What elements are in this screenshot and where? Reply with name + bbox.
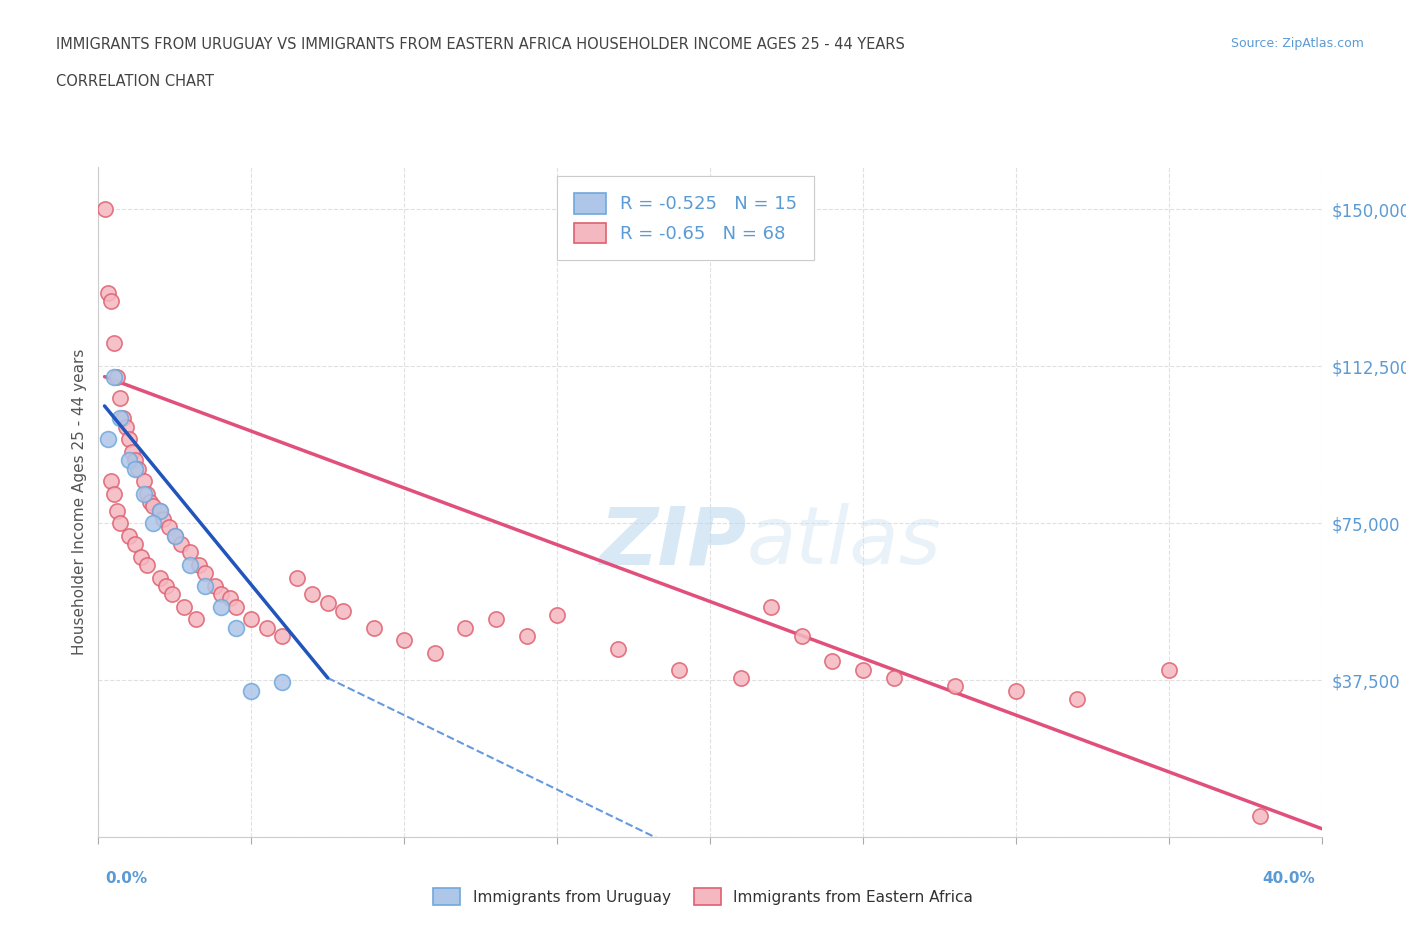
Point bbox=[790, 629, 813, 644]
Point bbox=[546, 608, 568, 623]
Point bbox=[423, 645, 446, 660]
Text: 0.0%: 0.0% bbox=[105, 871, 148, 886]
Point bbox=[136, 486, 159, 501]
Point bbox=[108, 391, 131, 405]
Point bbox=[332, 604, 354, 618]
Point bbox=[188, 558, 211, 573]
Point bbox=[149, 503, 172, 518]
Point bbox=[943, 679, 966, 694]
Point bbox=[256, 620, 278, 635]
Point bbox=[1250, 809, 1272, 824]
Point bbox=[209, 587, 232, 602]
Y-axis label: Householder Income Ages 25 - 44 years: Householder Income Ages 25 - 44 years bbox=[72, 349, 87, 656]
Point bbox=[821, 654, 844, 669]
Point bbox=[155, 578, 177, 593]
Point bbox=[270, 675, 294, 690]
Point bbox=[152, 512, 174, 526]
Point bbox=[883, 671, 905, 685]
Point bbox=[118, 453, 141, 468]
Point bbox=[108, 411, 131, 426]
Point bbox=[160, 587, 183, 602]
Point bbox=[363, 620, 385, 635]
Point bbox=[142, 499, 165, 514]
Point bbox=[1066, 692, 1088, 707]
Point bbox=[392, 632, 416, 647]
Point bbox=[100, 474, 122, 489]
Point bbox=[129, 549, 152, 564]
Point bbox=[115, 419, 138, 434]
Point bbox=[204, 578, 226, 593]
Point bbox=[103, 336, 125, 351]
Point bbox=[103, 369, 125, 384]
Point bbox=[124, 537, 146, 551]
Point bbox=[194, 565, 217, 580]
Point bbox=[179, 545, 201, 560]
Point bbox=[240, 683, 263, 698]
Point bbox=[124, 461, 146, 476]
Text: CORRELATION CHART: CORRELATION CHART bbox=[56, 74, 214, 89]
Point bbox=[316, 595, 339, 610]
Point bbox=[157, 520, 180, 535]
Point bbox=[111, 411, 134, 426]
Point bbox=[170, 537, 193, 551]
Text: ZIP: ZIP bbox=[599, 503, 747, 581]
Point bbox=[149, 570, 172, 585]
Point bbox=[1004, 683, 1026, 698]
Text: IMMIGRANTS FROM URUGUAY VS IMMIGRANTS FROM EASTERN AFRICA HOUSEHOLDER INCOME AGE: IMMIGRANTS FROM URUGUAY VS IMMIGRANTS FR… bbox=[56, 37, 905, 52]
Point bbox=[118, 528, 141, 543]
Point bbox=[761, 600, 783, 615]
Point bbox=[124, 453, 146, 468]
Point bbox=[194, 578, 217, 593]
Point bbox=[97, 286, 120, 300]
Point bbox=[730, 671, 752, 685]
Point bbox=[163, 528, 186, 543]
Point bbox=[225, 600, 247, 615]
Point bbox=[607, 642, 630, 657]
Point bbox=[225, 620, 247, 635]
Point bbox=[301, 587, 323, 602]
Text: Source: ZipAtlas.com: Source: ZipAtlas.com bbox=[1230, 37, 1364, 50]
Point bbox=[121, 445, 143, 459]
Point bbox=[179, 558, 201, 573]
Point bbox=[240, 612, 263, 627]
Point bbox=[668, 662, 690, 677]
Point bbox=[108, 516, 131, 531]
Point bbox=[105, 503, 128, 518]
Point bbox=[516, 629, 538, 644]
Point bbox=[209, 600, 232, 615]
Text: 40.0%: 40.0% bbox=[1261, 871, 1315, 886]
Point bbox=[454, 620, 477, 635]
Point bbox=[105, 369, 128, 384]
Point bbox=[118, 432, 141, 447]
Point bbox=[93, 202, 115, 217]
Point bbox=[103, 486, 125, 501]
Legend: Immigrants from Uruguay, Immigrants from Eastern Africa: Immigrants from Uruguay, Immigrants from… bbox=[425, 880, 981, 913]
Point bbox=[136, 558, 159, 573]
Point bbox=[270, 629, 294, 644]
Point bbox=[219, 591, 242, 606]
Point bbox=[163, 528, 186, 543]
Point bbox=[142, 516, 165, 531]
Point bbox=[149, 503, 172, 518]
Point bbox=[173, 600, 195, 615]
Point bbox=[100, 294, 122, 309]
Point bbox=[1157, 662, 1180, 677]
Point bbox=[485, 612, 508, 627]
Point bbox=[852, 662, 875, 677]
Point bbox=[134, 474, 156, 489]
Legend: R = -0.525   N = 15, R = -0.65   N = 68: R = -0.525 N = 15, R = -0.65 N = 68 bbox=[557, 177, 814, 259]
Text: atlas: atlas bbox=[747, 503, 942, 581]
Point bbox=[186, 612, 208, 627]
Point bbox=[97, 432, 120, 447]
Point bbox=[127, 461, 149, 476]
Point bbox=[139, 495, 162, 510]
Point bbox=[285, 570, 308, 585]
Point bbox=[134, 486, 156, 501]
